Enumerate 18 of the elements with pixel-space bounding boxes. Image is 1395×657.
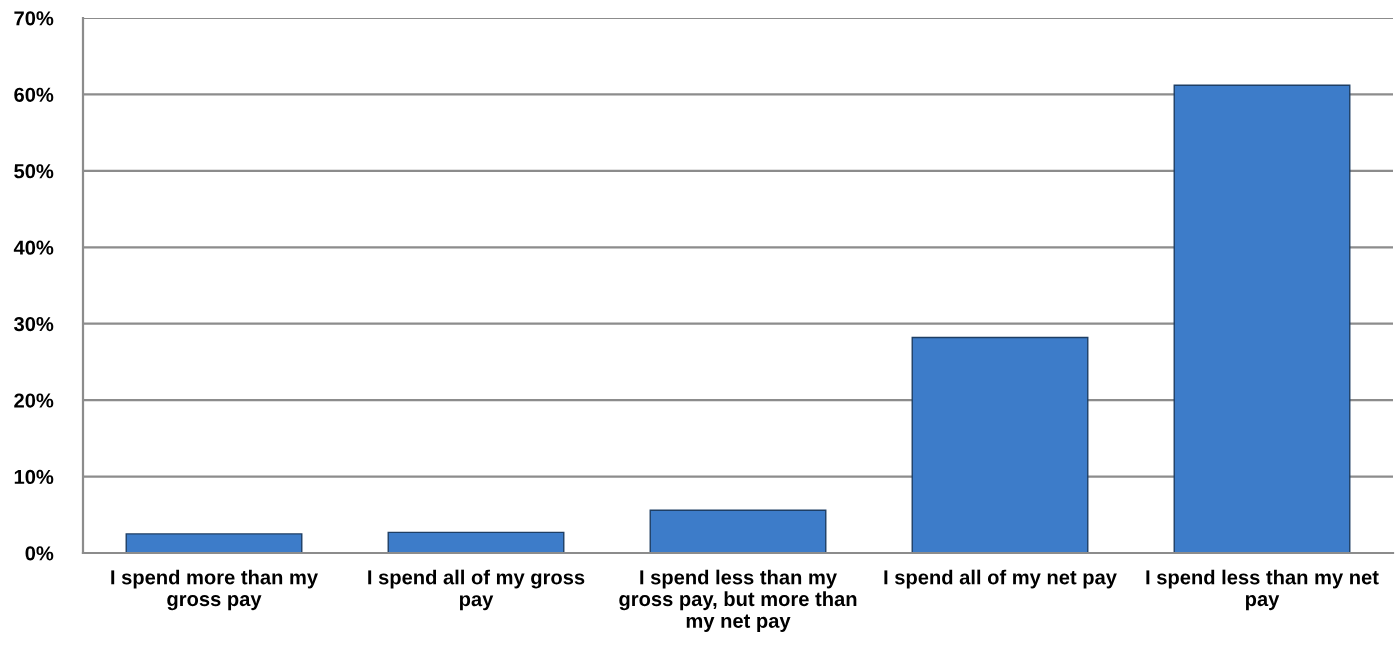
y-tick-label: 30% bbox=[13, 316, 54, 332]
y-tick-label: 40% bbox=[13, 240, 54, 255]
y-tick-label: 20% bbox=[14, 393, 54, 408]
bar bbox=[911, 336, 1089, 553]
x-tick-label: I spend more than my gross pay bbox=[111, 569, 318, 611]
y-tick-label: 70% bbox=[14, 11, 54, 26]
bar bbox=[649, 509, 827, 553]
bar bbox=[1173, 84, 1351, 553]
x-tick-label: I spend all of my gross pay bbox=[368, 569, 585, 611]
x-tick-label: I spend less than my net pay bbox=[1146, 569, 1379, 611]
x-tick-label: I spend all of my net pay bbox=[884, 569, 1117, 589]
bar bbox=[125, 533, 303, 553]
y-tick-label: 50% bbox=[14, 164, 54, 179]
y-tick-label: 10% bbox=[14, 469, 54, 485]
bar bbox=[387, 531, 565, 553]
y-tick-label: 60% bbox=[14, 87, 54, 102]
y-tick-label: 0% bbox=[25, 546, 54, 561]
x-tick-label: I spend less than my gross pay, but more than my net pay bbox=[619, 569, 857, 632]
